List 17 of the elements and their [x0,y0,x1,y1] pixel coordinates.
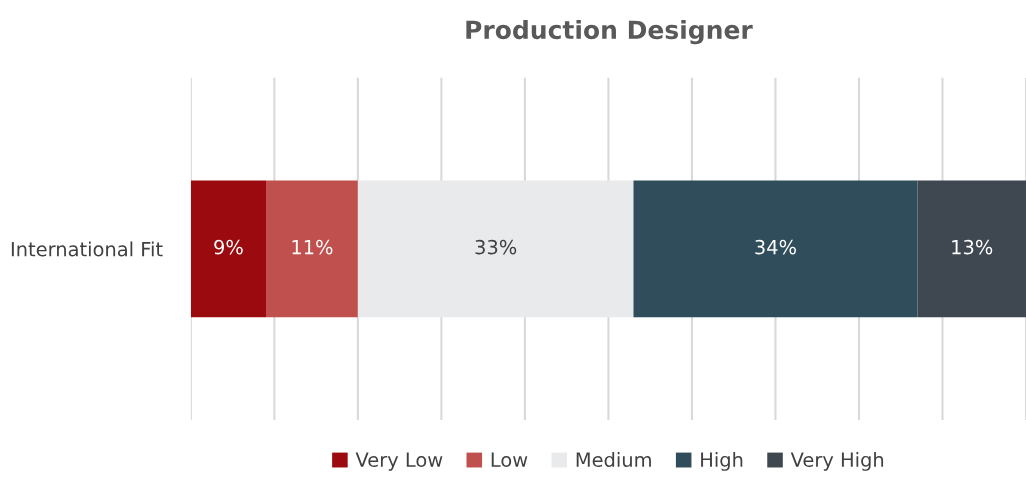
bar [917,180,1026,318]
bar [190,180,266,318]
chart-title: Production Designer [466,19,753,45]
legend-label: Medium [576,452,651,468]
data-label: 33% [475,239,517,255]
data-label: 34% [755,239,796,255]
legend-label: Low [491,452,528,468]
data-label: 13% [952,239,993,255]
legend-label: High [701,452,743,471]
legend-label: Very Low [355,452,443,471]
data-label: 11% [292,239,333,255]
bar [633,180,918,318]
y-tick-label: International Fit [11,241,163,257]
bar [266,180,358,318]
legend-label: Very High [790,452,884,471]
data-label: 9% [214,239,243,255]
bar [357,180,634,318]
